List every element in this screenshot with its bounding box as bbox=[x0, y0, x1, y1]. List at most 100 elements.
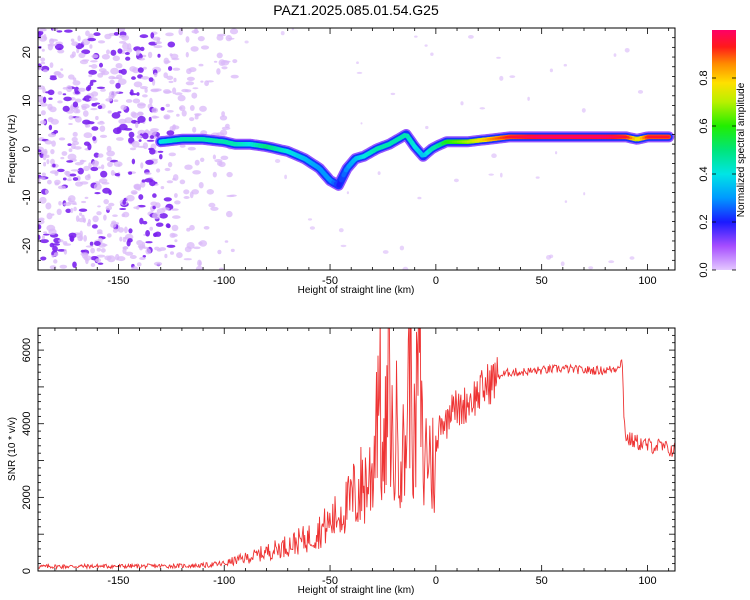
noise-blob bbox=[49, 38, 59, 42]
noise-blob bbox=[177, 94, 186, 102]
noise-blob bbox=[110, 67, 119, 75]
noise-blob bbox=[131, 140, 140, 148]
spectrogram-frame bbox=[37, 27, 676, 271]
noise-blob bbox=[186, 76, 195, 81]
y-tick-label: -20 bbox=[21, 238, 33, 254]
noise-blob bbox=[172, 67, 181, 71]
noise-blob bbox=[151, 107, 159, 114]
noise-blob bbox=[165, 103, 170, 108]
noise-blob bbox=[81, 103, 90, 109]
noise-blob bbox=[169, 53, 173, 57]
noise-blob bbox=[44, 140, 53, 145]
noise-blob bbox=[90, 247, 95, 254]
noise-blob bbox=[121, 213, 126, 218]
y-tick-label: 20 bbox=[21, 46, 33, 58]
noise-blob bbox=[179, 106, 183, 110]
noise-blob bbox=[200, 157, 205, 162]
noise-blob bbox=[360, 122, 363, 125]
noise-blob bbox=[113, 161, 123, 167]
snr-x-label: Height of straight line (km) bbox=[298, 585, 415, 596]
y-tick-label: 2000 bbox=[21, 485, 33, 509]
noise-blob bbox=[124, 226, 128, 234]
noise-blob bbox=[98, 178, 108, 184]
noise-blob bbox=[92, 160, 99, 168]
noise-blob bbox=[122, 42, 129, 50]
noise-blob bbox=[210, 206, 219, 211]
noise-blob bbox=[62, 241, 68, 245]
noise-blob bbox=[41, 235, 45, 240]
noise-blob bbox=[156, 168, 161, 173]
noise-blob bbox=[77, 35, 81, 42]
noise-blob bbox=[114, 173, 121, 177]
noise-blob bbox=[157, 53, 161, 58]
figure-title: PAZ1.2025.085.01.54.G25 bbox=[273, 2, 439, 18]
noise-blob bbox=[72, 101, 79, 108]
noise-blob bbox=[164, 115, 169, 119]
noise-blob bbox=[425, 125, 429, 130]
noise-blob bbox=[192, 170, 202, 175]
noise-blob bbox=[115, 91, 120, 94]
noise-blob bbox=[38, 234, 41, 241]
noise-blob bbox=[90, 263, 96, 267]
noise-blob bbox=[56, 208, 62, 215]
x-tick-label: 0 bbox=[433, 575, 439, 587]
noise-blob bbox=[145, 230, 151, 237]
noise-blob bbox=[136, 205, 140, 210]
noise-blob bbox=[184, 246, 192, 253]
noise-blob bbox=[174, 239, 178, 243]
spectrogram-x-axis: -150 -100 -50 0 50 100 bbox=[54, 28, 670, 287]
noise-blob bbox=[153, 45, 163, 49]
noise-blob bbox=[142, 254, 146, 258]
noise-blob bbox=[136, 92, 140, 96]
noise-blob bbox=[112, 127, 122, 135]
noise-blob bbox=[155, 222, 164, 227]
noise-blob bbox=[99, 125, 106, 132]
noise-blob bbox=[63, 248, 68, 255]
noise-blob bbox=[83, 132, 93, 139]
noise-blob bbox=[45, 189, 48, 195]
noise-blob bbox=[189, 117, 195, 122]
noise-blob bbox=[186, 227, 191, 232]
noise-blob bbox=[203, 226, 210, 230]
noise-blob bbox=[82, 59, 90, 62]
noise-blob bbox=[146, 139, 155, 142]
noise-blob bbox=[129, 255, 137, 259]
noise-blob bbox=[150, 32, 155, 39]
noise-blob bbox=[60, 68, 64, 71]
noise-blob bbox=[39, 120, 47, 125]
noise-blob bbox=[460, 101, 464, 106]
noise-blob bbox=[280, 30, 285, 36]
noise-blob bbox=[479, 107, 486, 110]
noise-blob bbox=[194, 113, 202, 116]
noise-blob bbox=[70, 169, 80, 172]
noise-blob bbox=[140, 162, 144, 169]
noise-blob bbox=[49, 76, 57, 81]
noise-blob bbox=[140, 180, 146, 188]
noise-blob bbox=[88, 74, 93, 78]
noise-blob bbox=[198, 240, 208, 247]
noise-blob bbox=[189, 191, 194, 199]
y-tick-label: 0 bbox=[21, 568, 33, 574]
noise-blob bbox=[108, 189, 112, 196]
noise-blob bbox=[382, 250, 389, 254]
noise-blob bbox=[217, 33, 226, 37]
noise-blob bbox=[141, 54, 147, 58]
noise-blob bbox=[244, 40, 249, 44]
noise-blob bbox=[106, 49, 110, 55]
noise-blob bbox=[221, 111, 226, 117]
x-tick-label: -100 bbox=[213, 575, 235, 587]
noise-blob bbox=[89, 44, 93, 49]
noise-blob bbox=[105, 205, 113, 211]
noise-blob bbox=[140, 46, 145, 52]
noise-blob bbox=[57, 100, 63, 104]
noise-blob bbox=[64, 29, 73, 33]
noise-blob bbox=[128, 131, 135, 138]
noise-blob bbox=[131, 158, 136, 165]
noise-blob bbox=[356, 61, 359, 64]
noise-blob bbox=[122, 199, 126, 205]
colorbar-tick-label: 0.2 bbox=[698, 214, 710, 229]
spectrogram-ridge bbox=[155, 129, 675, 191]
noise-blob bbox=[139, 217, 144, 225]
noise-blob bbox=[141, 76, 150, 80]
noise-blob bbox=[189, 224, 195, 231]
